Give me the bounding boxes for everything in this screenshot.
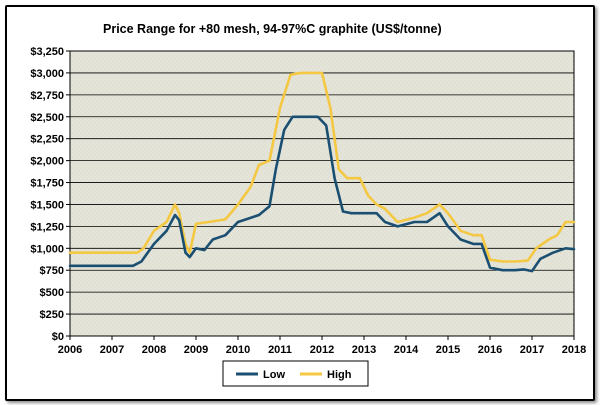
y-tick-label: $2,750 — [30, 90, 64, 102]
legend: Low High — [222, 360, 369, 387]
x-tick-label: 2006 — [58, 344, 82, 356]
x-tick-label: 2007 — [100, 344, 124, 356]
y-tick-label: $1,750 — [30, 178, 64, 190]
x-tick-label: 2009 — [184, 344, 208, 356]
x-tick-label: 2013 — [352, 344, 376, 356]
y-axis-ticks: $0 $250 $500 $750 $1,000 $1,250 $1,500 $1,750 $2… — [30, 46, 70, 343]
y-tick-label: $2,250 — [30, 134, 64, 146]
y-tick-label: $500 — [40, 287, 64, 299]
x-tick-label: 2011 — [268, 344, 292, 356]
x-tick-label: 2012 — [310, 344, 334, 356]
x-axis-ticks: 2006 2007 2008 2009 2010 2011 2012 2013 2014 2015… — [58, 336, 586, 356]
legend-label-high: High — [327, 369, 352, 381]
series-lines — [68, 71, 576, 273]
x-tick-label: 2015 — [436, 344, 460, 356]
plot-area — [69, 50, 575, 337]
y-tick-label: $3,000 — [30, 68, 64, 80]
y-tick-label: $1,500 — [30, 199, 64, 211]
y-tick-label: $3,250 — [30, 46, 64, 58]
series-line-low — [68, 115, 576, 273]
legend-label-low: Low — [263, 369, 285, 381]
x-tick-label: 2010 — [226, 344, 250, 356]
x-tick-label: 2014 — [394, 344, 419, 356]
series-line-high — [68, 71, 576, 263]
x-tick-label: 2016 — [478, 344, 502, 356]
x-tick-label: 2018 — [562, 344, 586, 356]
y-tick-label: $250 — [40, 309, 64, 321]
y-tick-label: $2,500 — [30, 112, 64, 124]
y-tick-label: $1,000 — [30, 243, 64, 255]
chart-title: Price Range for +80 mesh, 94-97%C graphi… — [103, 22, 442, 36]
x-tick-label: 2017 — [520, 344, 544, 356]
y-tick-label: $0 — [52, 331, 64, 343]
y-tick-label: $2,000 — [30, 156, 64, 168]
x-tick-label: 2008 — [142, 344, 166, 356]
y-tick-label: $1,250 — [30, 221, 64, 233]
y-tick-label: $750 — [40, 265, 64, 277]
